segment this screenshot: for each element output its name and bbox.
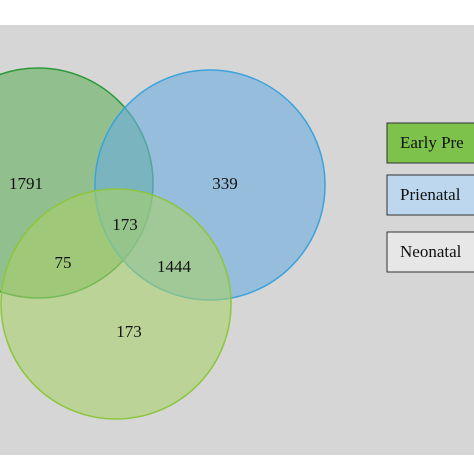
legend-box <box>386 231 474 273</box>
region-count: 1444 <box>157 257 192 276</box>
legend-box <box>386 174 474 216</box>
region-count: 339 <box>212 174 238 193</box>
region-count: 75 <box>55 253 72 272</box>
region-count: 173 <box>112 215 138 234</box>
region-count: 1791 <box>9 174 43 193</box>
legend-label: Early Pre <box>400 133 464 152</box>
legend-box <box>386 122 474 164</box>
region-count: 173 <box>116 322 142 341</box>
set-circle-neonatal <box>0 188 232 420</box>
legend-label: Prienatal <box>400 185 461 204</box>
legend-label: Neonatal <box>400 242 462 261</box>
